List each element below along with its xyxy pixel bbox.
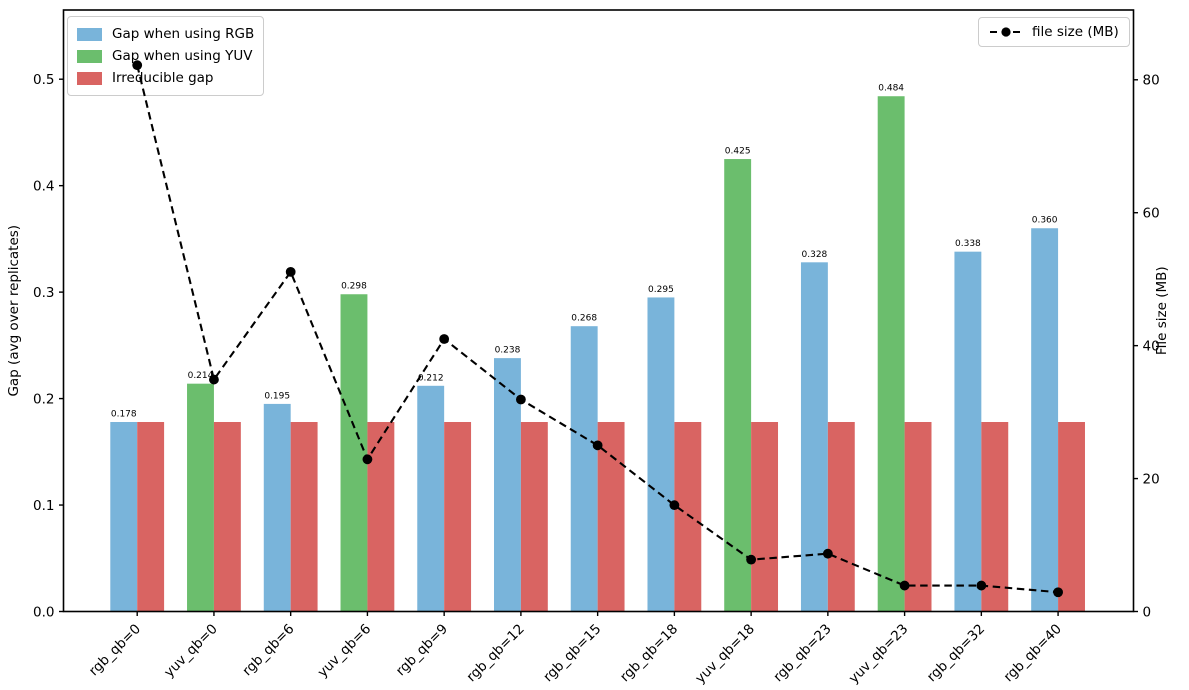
- bar-irreducible-gap: [827, 422, 855, 612]
- bar-rgb-gap: [417, 385, 445, 612]
- bar-value-label: 0.338: [955, 239, 981, 249]
- y-tick-label-left: 0.0: [33, 604, 54, 620]
- bar-irreducible-gap: [290, 422, 318, 612]
- bar-value-label: 0.268: [571, 314, 597, 324]
- legend-item-yuv: Gap when using YUV: [77, 45, 254, 67]
- bar-yuv-gap: [724, 159, 752, 612]
- file-size-marker: [439, 334, 450, 344]
- file-size-marker: [669, 500, 680, 511]
- x-tick-label: rgb_qb=18: [617, 621, 681, 685]
- file-size-marker: [132, 60, 143, 71]
- legend-item-irreducible: Irreducible gap: [77, 67, 254, 89]
- bar-value-label: 0.178: [111, 410, 137, 420]
- legend-item-label: Gap when using YUV: [112, 48, 253, 64]
- file-size-marker: [362, 454, 373, 465]
- bar-rgb-gap: [570, 326, 598, 612]
- file-size-marker: [899, 580, 910, 591]
- bar-irreducible-gap: [367, 422, 395, 612]
- bar-irreducible-gap: [1058, 422, 1085, 612]
- bar-irreducible-gap: [213, 422, 241, 612]
- bar-value-label: 0.214: [188, 371, 214, 381]
- dashed-line-marker-icon: [990, 27, 1022, 37]
- x-tick-label: rgb_qb=23: [770, 621, 834, 685]
- legend-item-label: file size (MB): [1032, 24, 1119, 40]
- x-tick-label: yuv_qb=18: [692, 621, 758, 687]
- file-size-marker: [516, 394, 526, 405]
- bar-value-label: 0.328: [802, 250, 828, 260]
- legend-item-label: Gap when using RGB: [112, 26, 255, 42]
- file-size-marker: [592, 440, 603, 451]
- y-tick-label-left: 0.1: [33, 498, 54, 514]
- y-tick-label-right: 80: [1143, 73, 1160, 89]
- bar-irreducible-gap: [751, 422, 779, 612]
- bar-rgb-gap: [800, 262, 828, 612]
- y-tick-label-left: 0.4: [33, 178, 54, 194]
- y-tick-label-right: 0: [1143, 604, 1152, 620]
- y-axis-label-left: Gap (avg over replicates): [6, 225, 22, 397]
- file-size-marker: [285, 266, 296, 277]
- yuv-swatch-icon: [77, 49, 102, 63]
- y-tick-label-right: 40: [1143, 338, 1160, 354]
- bar-value-label: 0.212: [418, 373, 444, 383]
- bar-irreducible-gap: [444, 422, 472, 612]
- y-tick-label-left: 0.2: [33, 391, 54, 407]
- x-tick-label: rgb_qb=9: [393, 621, 451, 679]
- file-size-marker: [822, 548, 833, 559]
- rgb-swatch-icon: [77, 27, 102, 41]
- y-tick-label-left: 0.3: [33, 285, 54, 301]
- axes-spines: [62, 9, 1135, 613]
- x-tick-label: rgb_qb=40: [1001, 621, 1065, 685]
- y-axis-label-right: File size (MB): [1154, 266, 1170, 355]
- bar-value-label: 0.425: [725, 147, 751, 157]
- bar-yuv-gap: [340, 294, 368, 612]
- bar-value-label: 0.295: [648, 285, 674, 295]
- bar-yuv-gap: [187, 383, 214, 612]
- x-tick-label: yuv_qb=0: [161, 621, 221, 681]
- x-tick-label: yuv_qb=23: [846, 621, 912, 687]
- bar-value-label: 0.238: [495, 346, 521, 356]
- x-tick-label: yuv_qb=6: [315, 621, 375, 681]
- irreducible-swatch-icon: [77, 71, 102, 85]
- bar-value-label: 0.195: [264, 391, 290, 401]
- file-size-marker: [746, 554, 757, 565]
- legend-item-rgb: Gap when using RGB: [77, 23, 254, 45]
- bar-rgb-gap: [954, 251, 982, 612]
- bar-irreducible-gap: [904, 422, 932, 612]
- x-tick-label: rgb_qb=12: [463, 621, 527, 685]
- bar-rgb-gap: [647, 297, 675, 612]
- bar-irreducible-gap: [597, 422, 625, 612]
- x-tick-label: rgb_qb=15: [540, 621, 604, 685]
- legend-item-label: Irreducible gap: [112, 70, 214, 86]
- bar-yuv-gap: [877, 96, 905, 612]
- file-size-marker: [976, 580, 987, 591]
- bar-irreducible-gap: [981, 422, 1009, 612]
- x-tick-label: rgb_qb=0: [86, 621, 144, 679]
- bar-rgb-gap: [263, 403, 291, 612]
- bar-irreducible-gap: [520, 422, 548, 612]
- bar-irreducible-gap: [137, 422, 165, 612]
- legend-gap-series: Gap when using RGB Gap when using YUV Ir…: [67, 16, 265, 96]
- bar-irreducible-gap: [674, 422, 702, 612]
- bar-rgb-gap: [110, 422, 138, 612]
- bar-rgb-gap: [494, 358, 521, 612]
- bar-rgb-gap: [1031, 228, 1059, 612]
- file-size-marker: [209, 374, 219, 385]
- x-tick-label: rgb_qb=32: [924, 621, 988, 685]
- x-tick-label: rgb_qb=6: [239, 621, 297, 679]
- bar-value-label: 0.360: [1032, 216, 1058, 226]
- bar-value-label: 0.298: [341, 282, 367, 292]
- y-tick-label-left: 0.5: [33, 72, 54, 88]
- y-tick-label-right: 20: [1143, 471, 1160, 487]
- file-size-marker: [1053, 587, 1063, 598]
- bar-value-label: 0.484: [878, 84, 904, 94]
- y-tick-label-right: 60: [1143, 206, 1160, 222]
- legend-file-size: file size (MB): [978, 17, 1130, 47]
